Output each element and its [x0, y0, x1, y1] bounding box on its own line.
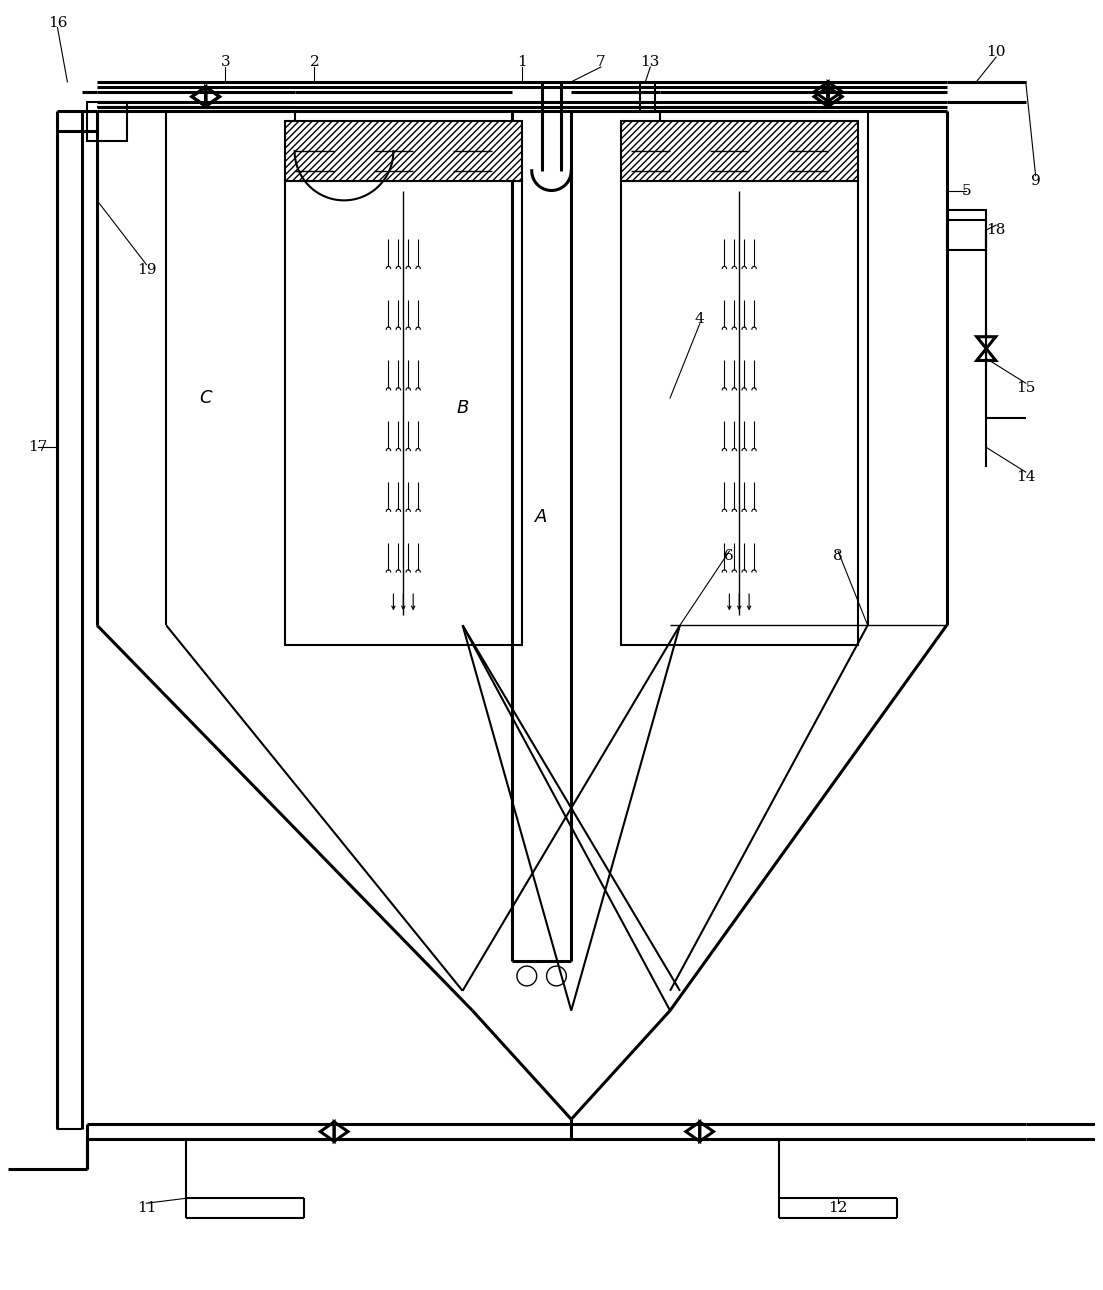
Text: 19: 19 [137, 263, 157, 276]
Text: 1: 1 [517, 55, 527, 70]
Bar [621, 181, 858, 645]
Text: 13: 13 [641, 55, 660, 70]
Text: 11: 11 [137, 1201, 157, 1215]
Text: 12: 12 [828, 1201, 848, 1215]
Text: 8: 8 [833, 550, 843, 562]
Text: A: A [535, 507, 548, 525]
Text: B: B [457, 399, 469, 417]
Text: 16: 16 [47, 15, 67, 30]
Bar [285, 121, 522, 181]
Text: 9: 9 [1031, 174, 1040, 187]
Bar [87, 102, 127, 141]
Text: 15: 15 [1016, 381, 1036, 395]
Text: 14: 14 [1016, 470, 1036, 484]
Text: 18: 18 [986, 223, 1006, 237]
Text: 6: 6 [725, 550, 735, 562]
Text: 5: 5 [962, 183, 972, 197]
Text: 4: 4 [695, 312, 705, 326]
Bar [285, 181, 522, 645]
Text: 2: 2 [310, 55, 319, 70]
Bar [946, 210, 986, 250]
Text: C: C [200, 390, 212, 406]
Text: 10: 10 [986, 45, 1006, 59]
Text: 3: 3 [221, 55, 231, 70]
Bar [621, 121, 858, 181]
Text: 7: 7 [596, 55, 606, 70]
Text: 17: 17 [28, 440, 47, 454]
